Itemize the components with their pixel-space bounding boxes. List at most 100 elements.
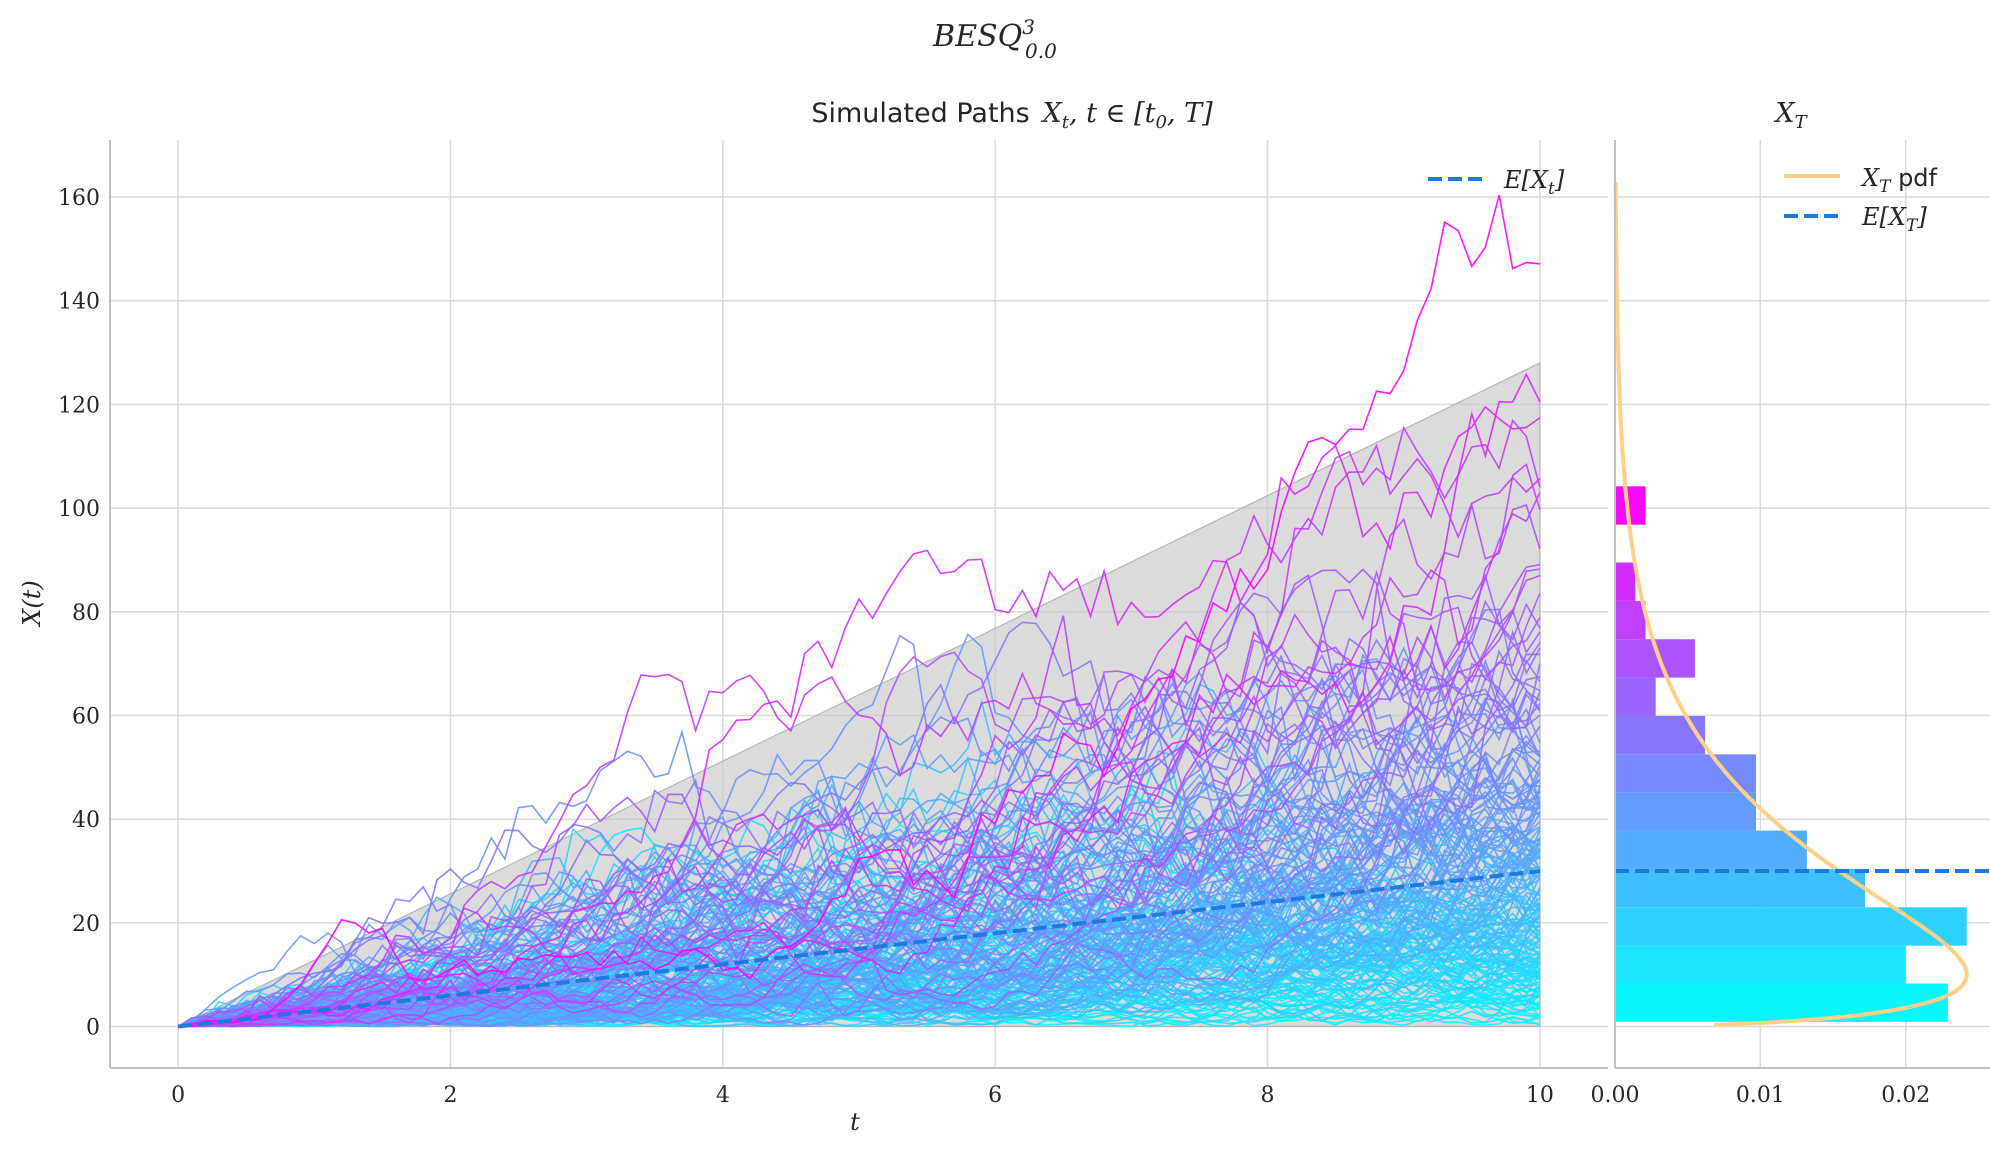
paths-panel: Simulated Paths Xt, t ∈ [t0, T] 0 2 4 6 8 10 … xyxy=(18,98,1608,1136)
hist-legend-pdf-main: X xyxy=(1860,164,1880,192)
hist-legend-mean-sub: T xyxy=(1906,216,1919,236)
paths-title-math-sub: t xyxy=(1062,112,1070,133)
simulated-path xyxy=(178,759,1541,1028)
paths-y-tick-label: 60 xyxy=(72,704,100,729)
hist-pdf-line xyxy=(1613,182,1969,1027)
simulated-path xyxy=(177,696,1541,1028)
hist-legend-mean-label: E[XT] xyxy=(1861,203,1927,236)
simulated-path xyxy=(177,756,1541,1028)
hist-bar xyxy=(1615,907,1967,946)
hist-bars xyxy=(1615,486,1967,1022)
paths-x-label: t xyxy=(850,1108,860,1136)
simulated-path xyxy=(178,752,1541,1028)
figure-suptitle: BESQ3 0.0 xyxy=(932,15,1057,63)
suptitle-sub: 0.0 xyxy=(1025,39,1057,63)
paths-y-tick-label: 80 xyxy=(72,601,100,626)
paths-x-ticks: 0 2 4 6 8 10 xyxy=(171,1083,1554,1108)
terminal-hist-panel: XT 0.00 0.01 0.02 XT pdf E[XT] xyxy=(1591,98,1990,1108)
simulated-path xyxy=(177,698,1541,1028)
paths-legend-main: E[X xyxy=(1503,166,1549,194)
paths-legend-end: ] xyxy=(1554,166,1565,194)
hist-title: XT xyxy=(1773,98,1808,133)
simulated-path xyxy=(178,640,1541,1028)
paths-title: Simulated Paths Xt, t ∈ [t0, T] xyxy=(811,98,1213,133)
suptitle-main: BESQ xyxy=(932,19,1022,54)
simulated-path xyxy=(178,574,1541,1028)
simulated-path xyxy=(178,672,1541,1028)
paths-spines xyxy=(109,140,1608,1069)
paths-y-tick-label: 100 xyxy=(58,497,100,522)
hist-x-tick-label: 0.01 xyxy=(1736,1083,1785,1108)
paths-mean-line xyxy=(177,869,1541,1029)
simulated-path xyxy=(178,405,1541,1028)
hist-bar xyxy=(1615,677,1656,716)
hist-bar xyxy=(1615,830,1807,869)
simulated-path xyxy=(178,568,1541,1028)
hist-x-tick-label: 0.00 xyxy=(1591,1083,1640,1108)
hist-bar xyxy=(1615,983,1948,1022)
simulated-path xyxy=(178,573,1541,1028)
hist-title-sub: T xyxy=(1795,112,1809,133)
paths-y-label: X(t) xyxy=(18,580,46,627)
simulated-path xyxy=(177,418,1541,1028)
simulated-path xyxy=(178,658,1541,1028)
simulated-path xyxy=(178,443,1541,1028)
paths-y-tick-label: 120 xyxy=(58,393,100,418)
simulated-path xyxy=(178,720,1541,1028)
hist-legend-mean-end: ] xyxy=(1916,203,1927,231)
hist-bar xyxy=(1615,754,1756,793)
simulated-path xyxy=(178,744,1541,1028)
simulated-path xyxy=(177,692,1541,1028)
paths-y-tick-label: 40 xyxy=(72,808,100,833)
hist-title-main: X xyxy=(1773,98,1796,129)
simulated-path xyxy=(178,678,1541,1028)
simulated-path xyxy=(178,492,1541,1028)
paths-title-math-rest: , t ∈ [t xyxy=(1069,98,1156,129)
hist-legend-pdf-end: pdf xyxy=(1890,164,1937,192)
paths-y-ticks: 0 20 40 60 80 100 120 140 160 xyxy=(58,186,100,1040)
paths-title-prefix: Simulated Paths xyxy=(811,98,1029,129)
simulated-path xyxy=(178,629,1541,1028)
paths-legend-mean-label: E[Xt] xyxy=(1503,166,1565,199)
paths-x-tick-label: 0 xyxy=(171,1083,185,1108)
paths-title-math-sub2: 0 xyxy=(1156,112,1167,133)
hist-pdf-curve xyxy=(1613,182,1969,1027)
paths-title-math-end: , T] xyxy=(1167,98,1213,129)
hist-bar xyxy=(1615,945,1906,984)
simulated-path xyxy=(178,574,1541,1028)
paths-x-tick-label: 4 xyxy=(716,1083,730,1108)
paths-title-math: X xyxy=(1040,98,1063,129)
simulated-path xyxy=(178,194,1540,1028)
paths-y-tick-label: 0 xyxy=(86,1016,100,1041)
hist-x-tick-label: 0.02 xyxy=(1881,1083,1930,1108)
paths-x-tick-label: 6 xyxy=(988,1083,1002,1108)
paths-x-tick-label: 2 xyxy=(443,1083,457,1108)
hist-legend: XT pdf E[XT] xyxy=(1784,164,1938,236)
hist-legend-mean-main: E[X xyxy=(1861,203,1907,231)
hist-spines xyxy=(1614,140,1990,1069)
paths-x-tick-label: 10 xyxy=(1526,1083,1554,1108)
paths-lines xyxy=(177,194,1541,1028)
hist-bar xyxy=(1615,600,1646,640)
hist-legend-pdf-sub: T xyxy=(1879,177,1892,197)
simulated-path xyxy=(177,372,1541,1028)
hist-bar xyxy=(1615,562,1636,601)
paths-y-tick-label: 140 xyxy=(58,290,100,315)
paths-legend: E[Xt] xyxy=(1428,166,1565,199)
simulated-path xyxy=(177,756,1540,1028)
hist-x-ticks: 0.00 0.01 0.02 xyxy=(1591,1083,1931,1108)
hist-bar xyxy=(1615,868,1865,908)
simulated-path xyxy=(178,690,1541,1028)
simulated-path xyxy=(177,621,1541,1028)
simulated-path xyxy=(178,502,1541,1028)
suptitle-sup: 3 xyxy=(1022,15,1035,39)
paths-legend-sub: t xyxy=(1548,179,1555,199)
paths-y-tick-label: 20 xyxy=(72,912,100,937)
paths-mean-expected xyxy=(177,869,1541,1029)
paths-x-tick-label: 8 xyxy=(1261,1083,1275,1108)
hist-bar xyxy=(1615,792,1756,831)
simulated-path xyxy=(177,726,1541,1028)
hist-legend-pdf-label: XT pdf xyxy=(1860,164,1938,197)
simulated-path xyxy=(177,563,1541,1028)
